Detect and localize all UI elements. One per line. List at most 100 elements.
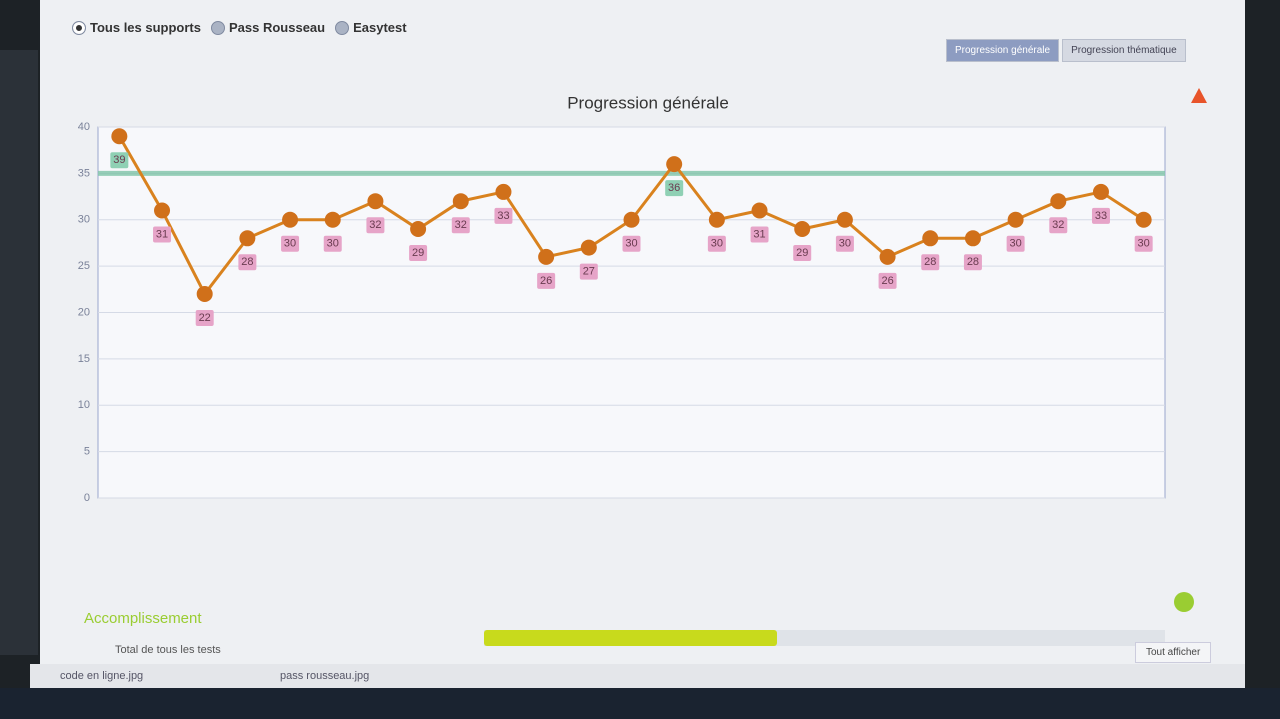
y-tick-label: 40 — [78, 121, 90, 133]
data-point — [111, 128, 128, 145]
data-point — [1007, 211, 1024, 228]
tab[interactable]: Progression thématique — [1062, 39, 1186, 62]
data-point — [452, 193, 469, 210]
y-tick-label: 20 — [78, 306, 90, 318]
data-point — [623, 211, 640, 228]
progress-bar — [484, 630, 777, 646]
data-label-box — [366, 217, 385, 234]
data-point — [495, 183, 512, 200]
tab[interactable]: Progression générale — [946, 39, 1060, 62]
data-label: 30 — [711, 238, 723, 250]
y-tick-label: 10 — [78, 399, 90, 411]
progress-track — [484, 630, 1165, 646]
y-tick-label: 35 — [78, 167, 90, 179]
radio-dot — [72, 20, 86, 35]
data-label-box — [281, 235, 300, 252]
data-label: 32 — [369, 219, 381, 231]
data-label: 28 — [967, 256, 979, 268]
data-label: 28 — [241, 256, 253, 268]
download-bar: code en ligne.jpg pass rousseau.jpg — [30, 664, 1245, 688]
data-point — [794, 221, 811, 238]
data-label: 32 — [1052, 219, 1064, 231]
data-label-box — [110, 152, 129, 169]
data-point — [836, 211, 853, 228]
data-label: 33 — [1095, 210, 1107, 222]
radio-dot — [211, 20, 225, 35]
data-label-box — [238, 254, 257, 271]
show-all-button[interactable]: Tout afficher — [1135, 642, 1212, 663]
data-label-box — [878, 272, 897, 289]
data-point — [239, 230, 256, 247]
data-point — [751, 202, 768, 219]
row-label: Total de tous les tests — [115, 644, 221, 656]
data-label: 30 — [1138, 238, 1150, 250]
radio-label: Tous les supports — [90, 20, 201, 35]
data-point — [154, 202, 171, 219]
data-label-box — [1091, 207, 1110, 224]
data-label-box — [195, 309, 214, 326]
data-label-box — [409, 245, 428, 262]
data-label: 30 — [1009, 238, 1021, 250]
chart-title: Progression générale — [567, 93, 729, 112]
data-label: 26 — [540, 275, 552, 287]
data-point — [324, 211, 341, 228]
data-point — [708, 211, 725, 228]
data-label: 30 — [625, 238, 637, 250]
taskbar — [0, 688, 1280, 719]
data-point — [1092, 183, 1109, 200]
data-label-box — [451, 217, 470, 234]
section-title: Accomplissement — [84, 610, 202, 627]
data-point — [922, 230, 939, 247]
side-panel — [0, 50, 38, 655]
data-point — [666, 156, 683, 173]
data-label-box — [153, 226, 172, 243]
data-label-box — [1134, 235, 1153, 252]
radio-label: Pass Rousseau — [229, 20, 326, 35]
data-label-box — [1049, 217, 1068, 234]
data-label-box — [537, 272, 556, 289]
radio-dot — [335, 20, 350, 35]
download-item[interactable]: pass rousseau.jpg — [280, 670, 370, 682]
data-point — [196, 285, 213, 302]
data-label-box — [494, 207, 513, 224]
data-label: 30 — [327, 238, 339, 250]
data-label-box — [1006, 235, 1025, 252]
data-label-box — [921, 254, 940, 271]
y-tick-label: 25 — [78, 260, 90, 272]
warning-icon[interactable] — [1191, 88, 1207, 103]
data-label: 30 — [284, 238, 296, 250]
data-point — [580, 239, 597, 256]
y-tick-label: 30 — [78, 214, 90, 226]
data-label: 30 — [839, 238, 851, 250]
y-tick-label: 15 — [78, 353, 90, 365]
data-point — [1135, 211, 1152, 228]
data-label: 26 — [881, 275, 893, 287]
radio-option[interactable]: Easytest — [335, 20, 407, 35]
view-tabs: Progression générale Progression thémati… — [946, 39, 1186, 62]
add-button[interactable] — [1174, 592, 1194, 612]
data-label: 27 — [583, 265, 595, 277]
radio-label: Easytest — [353, 20, 407, 35]
data-label-box — [622, 235, 641, 252]
support-filter: Tous les supports Pass Rousseau Easytest — [72, 20, 407, 35]
radio-option[interactable]: Tous les supports — [72, 20, 201, 35]
data-point — [410, 221, 427, 238]
radio-option[interactable]: Pass Rousseau — [211, 20, 325, 35]
data-label: 32 — [455, 219, 467, 231]
data-label: 22 — [199, 312, 211, 324]
y-tick-label: 0 — [84, 492, 90, 504]
data-label-box — [835, 235, 854, 252]
data-point — [879, 248, 896, 265]
data-label: 29 — [412, 247, 424, 259]
data-label: 33 — [497, 210, 509, 222]
data-label-box — [963, 254, 982, 271]
data-label-box — [750, 226, 769, 243]
data-label: 39 — [113, 154, 125, 166]
data-label-box — [707, 235, 726, 252]
data-point — [964, 230, 981, 247]
download-item[interactable]: code en ligne.jpg — [60, 670, 144, 682]
y-tick-label: 5 — [84, 446, 90, 458]
data-label-box — [579, 263, 598, 280]
